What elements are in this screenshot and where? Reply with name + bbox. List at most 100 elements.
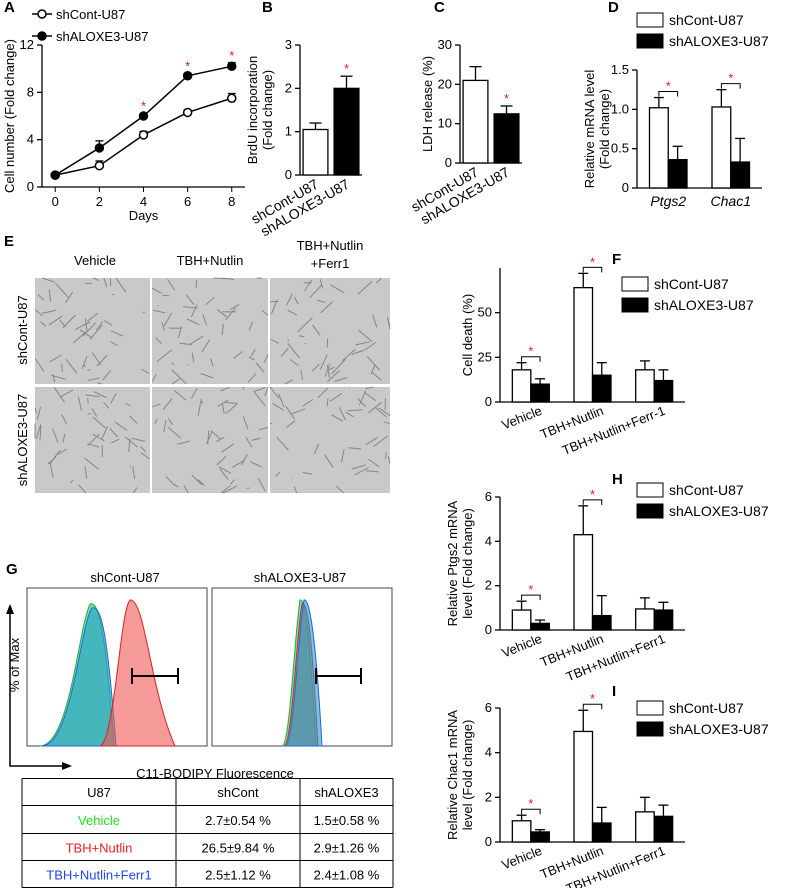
panel-letter: C [434,0,445,16]
legend-label: shCont-U87 [56,7,125,22]
point [138,130,149,140]
legend-swatch [636,33,664,49]
y-tick-label: 4 [485,533,492,548]
panel-letter: B [262,0,273,16]
y-tick-label: 25 [478,349,492,364]
column-label: TBH+Nutlin [297,238,364,253]
error-bar [639,796,650,812]
x-axis-label: Days [129,208,159,223]
significance-bracket [658,91,679,97]
y-axis-label: Relative Ptgs2 mRNA [445,500,460,626]
error-bar [500,105,513,114]
x-tick-label: 4 [140,194,147,209]
table-cell: 2.4±1.08 % [314,868,380,883]
y-tick-label: 6 [485,700,492,715]
significance: * [528,344,533,359]
error-bar [516,600,527,611]
micrograph [152,387,268,493]
legend-label: shALOXE3-U87 [56,29,149,44]
column-label: +Ferr1 [311,256,350,271]
legend-swatch [636,503,664,519]
panel-letter: E [4,233,14,250]
y-tick-label: 0 [485,622,492,637]
significance: * [590,691,595,706]
micrograph [35,387,150,493]
error-bar [578,272,589,288]
bar [530,622,550,631]
y-tick-label: 2 [485,789,492,804]
table-cell: 2.7±0.54 % [205,813,271,828]
error-bar [309,122,322,130]
significance: * [185,58,190,73]
y-tick-label: 0 [285,167,292,182]
panel-letter: F [612,251,621,268]
cell-texture [34,277,150,385]
y-tick-label: 0 [445,155,452,170]
error-bar [469,65,482,81]
error-bar [535,378,546,385]
y-tick-label: 3 [285,37,292,52]
y-axis-label: (Fold change) [597,89,612,169]
legend-marker [37,9,47,19]
error-bar [535,829,546,832]
x-tick-label: Chac1 [711,193,751,209]
y-axis-label: (Fold change) [260,70,275,150]
y-tick-label: 0 [485,394,492,409]
y-tick-label: 0 [622,180,629,195]
y-tick-label: 6 [485,489,492,504]
legend-label: shALOXE3-U87 [654,297,754,313]
legend-label: shCont-U87 [654,276,729,292]
bar [530,831,550,843]
micrograph [152,278,268,384]
significance-bracket [521,594,541,601]
x-tick-label: 6 [184,194,191,209]
bar [462,79,489,164]
point [227,61,237,72]
significance: * [528,796,533,811]
error-bar [639,597,650,609]
legend-label: shCont-U87 [669,12,744,28]
histogram-curve [41,607,117,747]
table-cell: TBH+Nutlin+Ferr1 [46,868,151,883]
error-bar [716,89,727,107]
y-tick-label: 10 [438,116,452,131]
error-bar [658,804,669,817]
table-cell: 1.5±0.58 % [314,813,380,828]
column-label: Vehicle [74,253,116,268]
flow-panel: G shCont-U87 shALOXE3-U87 % of Max C11-B… [6,561,393,781]
point [50,170,60,180]
significance: * [666,79,671,94]
bar [493,113,520,164]
point [94,160,105,171]
bar [635,608,655,631]
bar [635,811,655,843]
legend-swatch [636,721,664,737]
cell-texture [269,386,391,494]
legend-swatch [621,297,649,313]
legend-swatch [621,276,649,292]
column-label: TBH+Nutlin [177,253,244,268]
axis-arrow [9,610,66,767]
bar [302,128,329,176]
error-bar [578,505,589,535]
table-cell: Vehicle [78,813,120,828]
legend-swatch [636,12,664,28]
bar [511,609,532,631]
point [227,93,237,103]
bar [573,287,594,403]
bar [511,820,532,843]
x-tick-label: 0 [52,194,59,209]
y-tick-label: 4 [27,132,34,147]
error-bar [596,806,607,824]
cell-texture [151,386,269,494]
significance: * [590,254,595,269]
significance: * [141,99,146,114]
row-label: shALOXE3-U87 [15,394,30,487]
cell-texture [151,277,269,385]
error-bar [340,75,353,89]
panel-letter: I [612,683,616,700]
bar [667,159,688,189]
histogram-title: shALOXE3-U87 [254,570,347,585]
legend-marker [37,31,47,41]
